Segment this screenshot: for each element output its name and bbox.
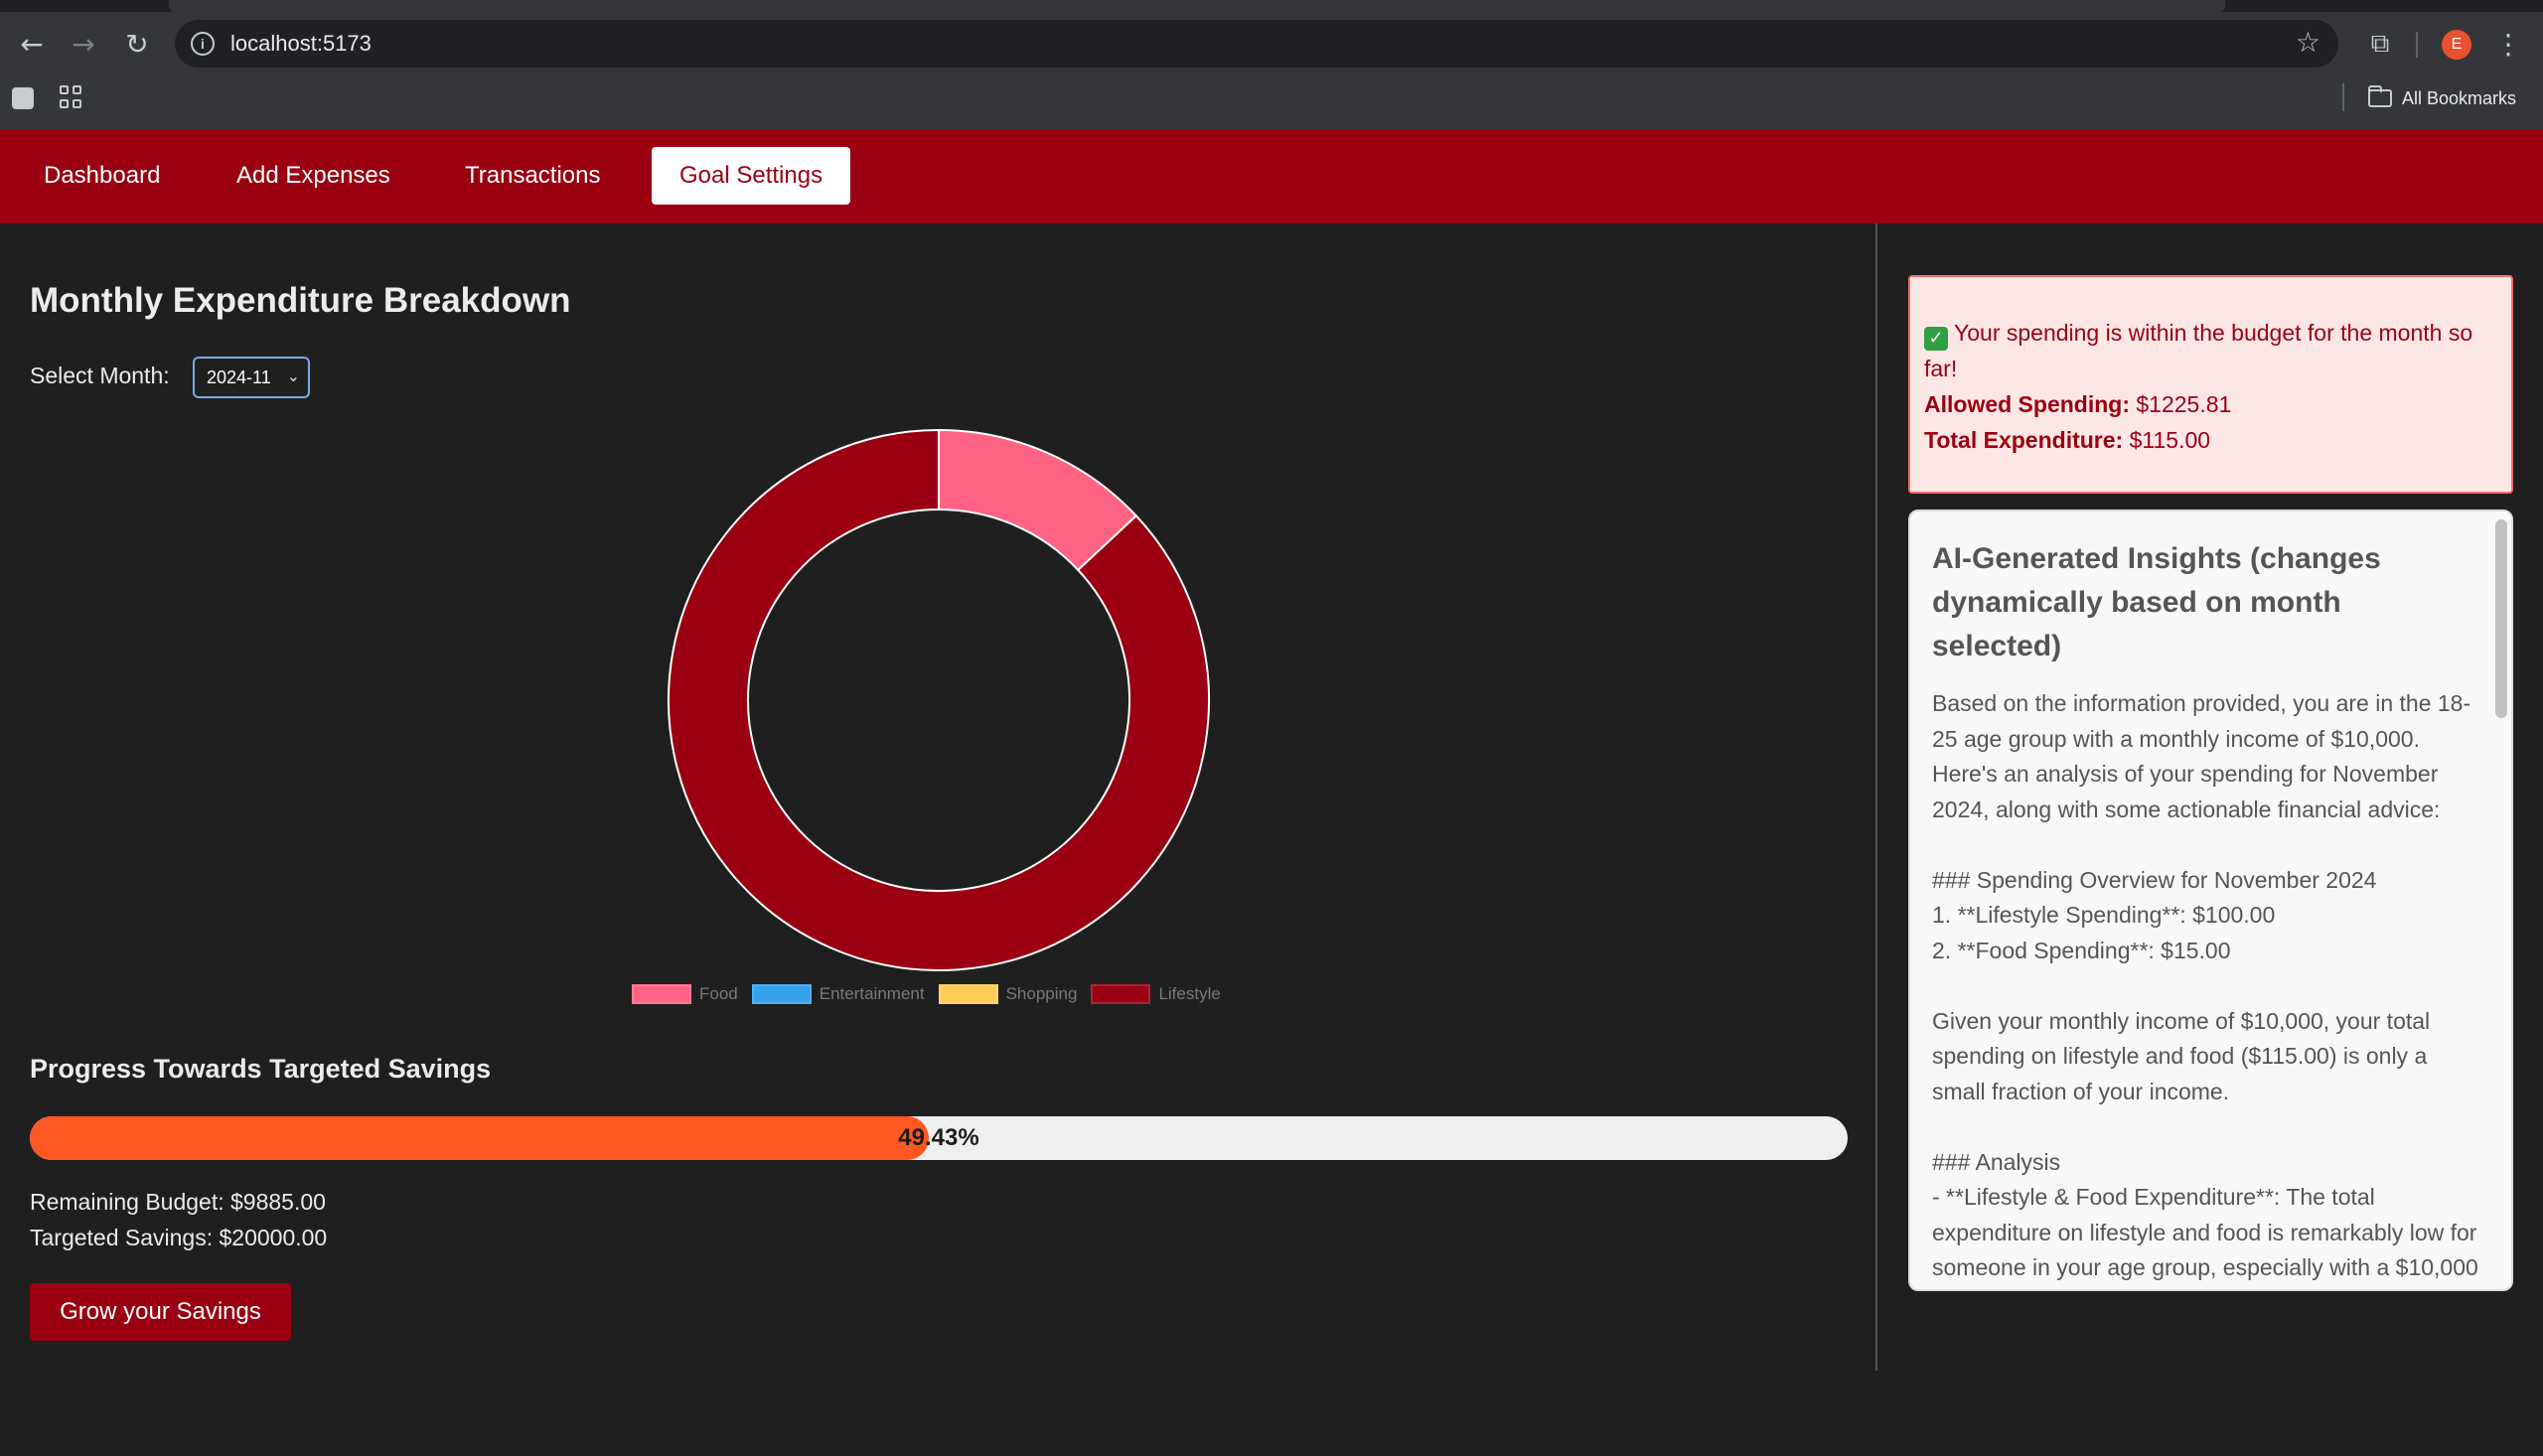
page-title: Monthly Expenditure Breakdown bbox=[30, 281, 571, 320]
month-select[interactable]: 2024-11 ⌄ bbox=[193, 357, 310, 398]
legend-label: Lifestyle bbox=[1158, 984, 1221, 1003]
nav-goal-settings[interactable]: Goal Settings bbox=[652, 147, 851, 205]
extensions-icon[interactable]: ⧉ bbox=[2370, 28, 2390, 59]
browser-menu-icon[interactable]: ⋮ bbox=[2494, 27, 2522, 61]
bookmarks-divider bbox=[2342, 83, 2344, 111]
app-navbar: Dashboard Add Expenses Transactions Goal… bbox=[0, 129, 2543, 223]
grow-savings-button[interactable]: Grow your Savings bbox=[30, 1283, 291, 1341]
panel-divider bbox=[1875, 223, 1877, 1371]
back-icon[interactable]: ← bbox=[20, 27, 44, 61]
donut-slice-lifestyle[interactable] bbox=[668, 428, 1210, 971]
budget-message-line: ✓ Your spending is within the budget for … bbox=[1924, 315, 2497, 386]
bookmark-app-icon[interactable] bbox=[12, 87, 34, 109]
total-expenditure-label: Total Expenditure: bbox=[1924, 427, 2124, 453]
insights-scrollbar[interactable] bbox=[2495, 519, 2507, 718]
all-bookmarks-button[interactable]: All Bookmarks bbox=[2368, 83, 2516, 113]
profile-avatar[interactable]: E bbox=[2442, 30, 2471, 60]
bookmark-star-icon[interactable]: ☆ bbox=[2295, 26, 2320, 59]
tab-strip bbox=[0, 0, 2543, 12]
legend-swatch bbox=[938, 984, 998, 1004]
chevron-down-icon: ⌄ bbox=[286, 366, 300, 385]
main-content: Monthly Expenditure Breakdown Select Mon… bbox=[0, 223, 1875, 1456]
legend-swatch bbox=[1091, 984, 1151, 1004]
address-bar[interactable]: i localhost:5173 ☆ bbox=[175, 20, 2338, 68]
savings-progress-bar: 49.43% bbox=[30, 1116, 1848, 1160]
savings-progress-label: 49.43% bbox=[898, 1124, 979, 1151]
budget-message: Your spending is within the budget for t… bbox=[1924, 320, 2473, 381]
remaining-budget: Remaining Budget: $9885.00 bbox=[30, 1189, 326, 1215]
forward-icon[interactable]: → bbox=[72, 27, 95, 61]
legend-item-lifestyle[interactable]: Lifestyle bbox=[1091, 984, 1221, 1004]
apps-grid-icon[interactable] bbox=[60, 85, 83, 109]
legend-item-entertainment[interactable]: Entertainment bbox=[751, 984, 925, 1004]
browser-chrome: ← → ↻ i localhost:5173 ☆ ⧉ E ⋮ All Bookm… bbox=[0, 0, 2543, 129]
allowed-spending-label: Allowed Spending: bbox=[1924, 391, 2130, 417]
legend-item-shopping[interactable]: Shopping bbox=[938, 984, 1078, 1004]
legend-swatch bbox=[632, 984, 691, 1004]
url-text[interactable]: localhost:5173 bbox=[230, 31, 372, 56]
all-bookmarks-label: All Bookmarks bbox=[2402, 87, 2517, 108]
active-tab[interactable] bbox=[169, 0, 2225, 12]
insights-title: AI-Generated Insights (changes dynamical… bbox=[1932, 542, 2381, 662]
allowed-spending-value: $1225.81 bbox=[2136, 391, 2232, 417]
month-select-value: 2024-11 bbox=[207, 366, 271, 387]
savings-progress-fill bbox=[30, 1116, 929, 1160]
folder-icon bbox=[2368, 85, 2392, 107]
reload-icon[interactable]: ↻ bbox=[125, 27, 149, 61]
legend-label: Entertainment bbox=[819, 984, 925, 1003]
month-select-label: Select Month: bbox=[30, 363, 170, 388]
total-expenditure-row: Total Expenditure: $115.00 bbox=[1924, 422, 2497, 458]
nav-dashboard[interactable]: Dashboard bbox=[44, 162, 161, 189]
budget-status-alert: ✓ Your spending is within the budget for … bbox=[1908, 275, 2513, 494]
legend-item-food[interactable]: Food bbox=[632, 984, 738, 1004]
total-expenditure-value: $115.00 bbox=[2129, 427, 2211, 453]
savings-progress-title: Progress Towards Targeted Savings bbox=[30, 1054, 492, 1084]
check-icon: ✓ bbox=[1924, 327, 1948, 351]
targeted-savings: Targeted Savings: $20000.00 bbox=[30, 1225, 328, 1250]
legend-swatch bbox=[751, 984, 812, 1004]
donut-svg bbox=[668, 428, 1210, 971]
toolbar-divider bbox=[2416, 32, 2418, 58]
site-info-icon[interactable]: i bbox=[191, 32, 215, 56]
ai-insights-panel[interactable]: AI-Generated Insights (changes dynamical… bbox=[1908, 510, 2513, 1291]
nav-add-expenses[interactable]: Add Expenses bbox=[236, 162, 390, 189]
legend-label: Shopping bbox=[1005, 984, 1078, 1003]
expenditure-donut-chart bbox=[666, 427, 1212, 973]
chart-legend: Food Entertainment Shopping Lifestyle bbox=[632, 980, 1248, 1008]
insights-body: Based on the information provided, you a… bbox=[1932, 690, 2478, 1280]
legend-label: Food bbox=[699, 984, 738, 1003]
nav-transactions[interactable]: Transactions bbox=[465, 162, 601, 189]
allowed-spending-row: Allowed Spending: $1225.81 bbox=[1924, 386, 2497, 422]
